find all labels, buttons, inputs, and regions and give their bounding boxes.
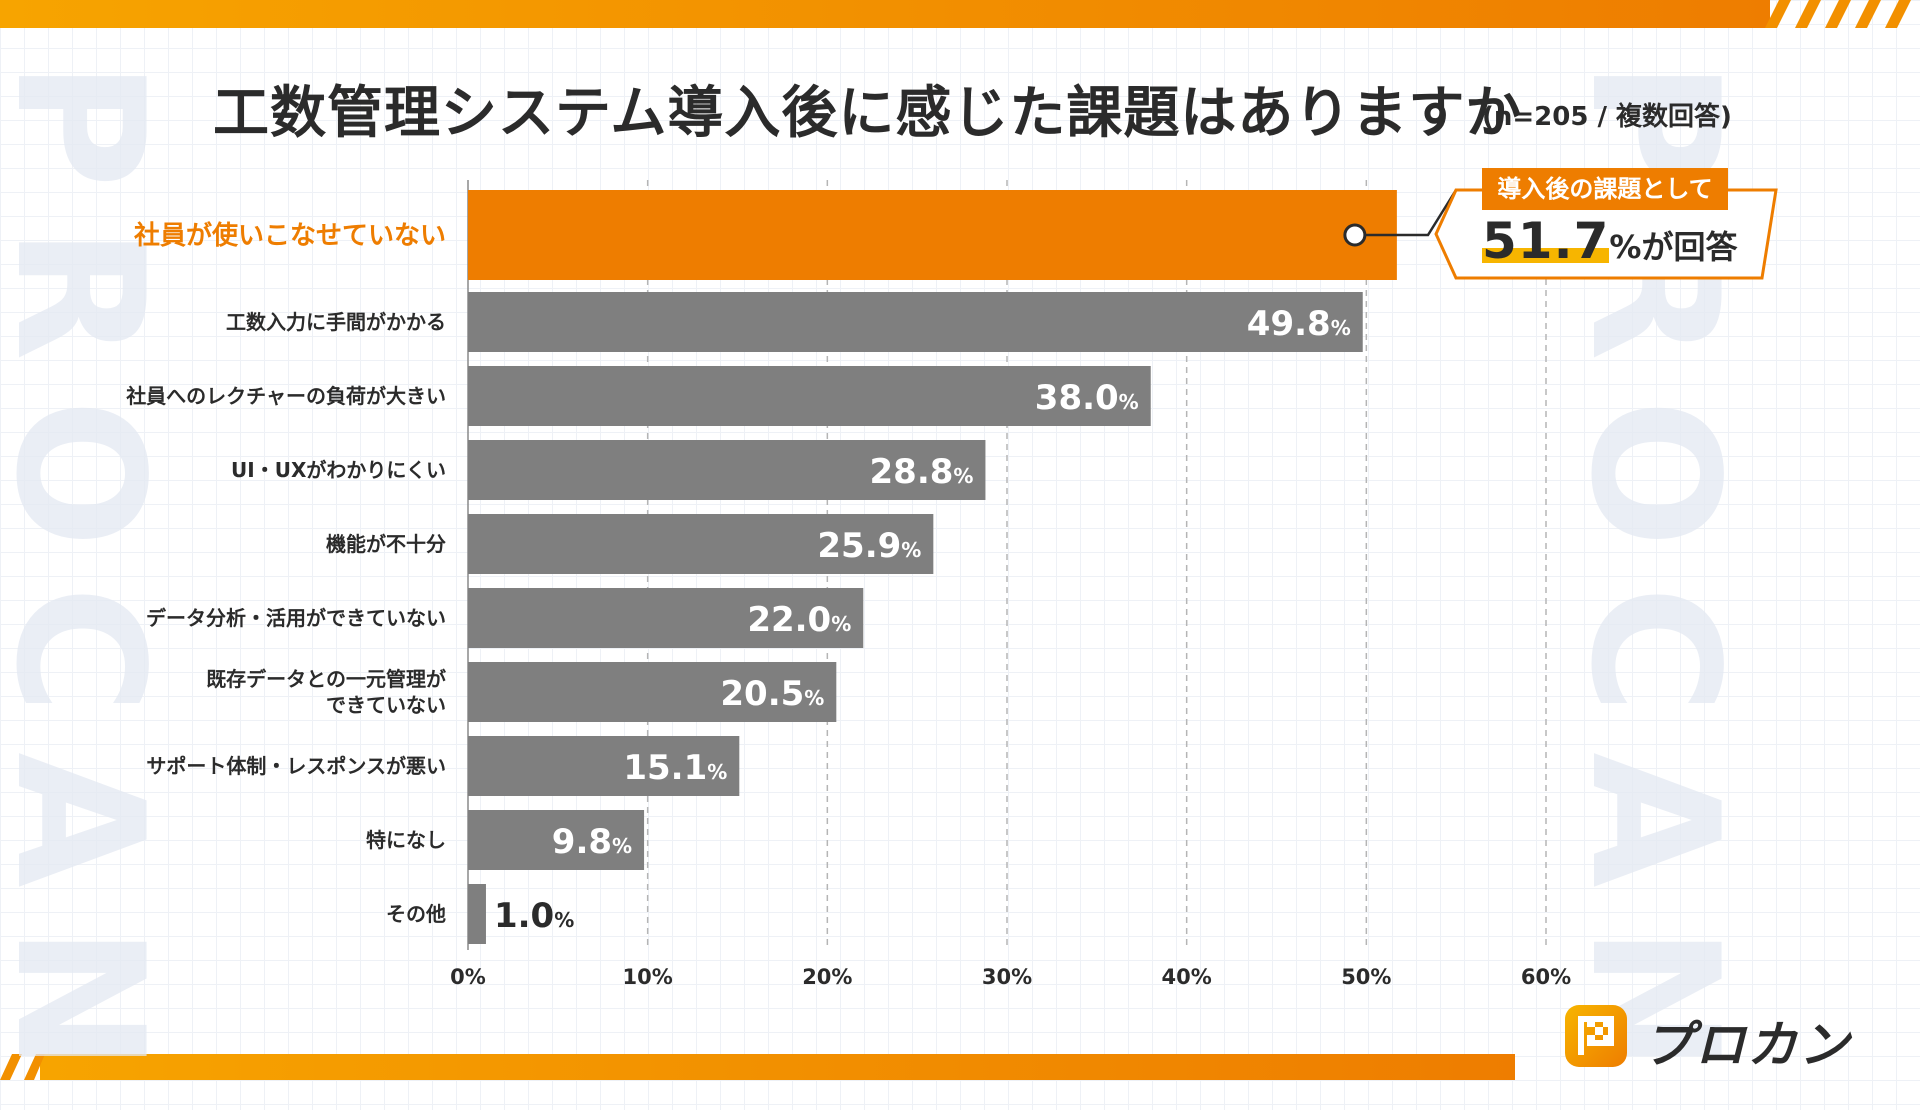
- value-suffix: %: [554, 908, 574, 932]
- bottom-accent-band: [40, 1054, 1515, 1080]
- value-suffix: %: [1331, 316, 1351, 340]
- value-suffix: %: [831, 612, 851, 636]
- category-label: 既存データとの一元管理が: [206, 667, 446, 691]
- bar: [468, 440, 986, 500]
- value-suffix: %: [953, 464, 973, 488]
- callout-connector-line: [1364, 189, 1458, 237]
- category-label: UI・UXがわかりにくい: [231, 458, 446, 482]
- bar: [468, 514, 934, 574]
- bar: [468, 588, 864, 648]
- callout-value-block: 51.7%が回答: [1482, 212, 1737, 270]
- sample-note: (n=205 / 複数回答): [1482, 102, 1732, 132]
- bar: [468, 292, 1363, 352]
- bar: [468, 810, 645, 870]
- bar: [468, 662, 837, 722]
- category-label: サポート体制・レスポンスが悪い: [146, 754, 446, 778]
- x-tick-label: 40%: [1162, 965, 1212, 989]
- value-suffix: %: [612, 834, 632, 858]
- category-label-highlight: 社員が使いこなせていない: [134, 220, 446, 251]
- category-label: 社員へのレクチャーの負荷が大きい: [125, 384, 446, 408]
- brand-name: プロカン: [1643, 1016, 1851, 1074]
- bar-chart: 0% 10% 20% 30% 40% 50% 60% 社員が使いこなせていない工数入力に手間が…: [125, 180, 1778, 989]
- brand-logo: プロカン: [1565, 1005, 1895, 1074]
- callout-value: 51.7: [1482, 212, 1610, 270]
- bar: [468, 884, 486, 944]
- x-tick-label: 10%: [623, 965, 673, 989]
- value-label: 1.0%: [494, 896, 574, 936]
- callout-pointer-dot: [1343, 223, 1367, 247]
- chart-title: 工数管理システム導入後に感じた課題はありますか: [213, 81, 1523, 146]
- bar: [468, 736, 740, 796]
- callout-suffix: %が回答: [1609, 228, 1738, 266]
- callout-tag: 導入後の課題として: [1482, 168, 1728, 210]
- value-suffix: %: [1119, 390, 1139, 414]
- value-suffix: %: [707, 760, 727, 784]
- top-right-stripes: [1765, 0, 1911, 28]
- x-tick-label: 0%: [450, 965, 486, 989]
- x-tick-label: 20%: [802, 965, 852, 989]
- x-tick-label: 30%: [982, 965, 1032, 989]
- category-label: 機能が不十分: [326, 532, 446, 556]
- category-label: 工数入力に手間がかかる: [226, 310, 446, 334]
- x-tick-label: 60%: [1521, 965, 1571, 989]
- flag-logo-icon: [1565, 1005, 1627, 1067]
- bottom-left-stripes: [0, 1054, 45, 1080]
- category-label: その他: [386, 902, 446, 926]
- value-suffix: %: [901, 538, 921, 562]
- category-label: 特になし: [366, 828, 446, 852]
- category-label: できていない: [326, 693, 446, 717]
- bar: [468, 366, 1151, 426]
- category-label: データ分析・活用ができていない: [146, 606, 446, 630]
- bar-highlight: [468, 190, 1397, 280]
- top-accent-band: [0, 0, 1770, 28]
- x-tick-label: 50%: [1341, 965, 1391, 989]
- value-suffix: %: [804, 686, 824, 710]
